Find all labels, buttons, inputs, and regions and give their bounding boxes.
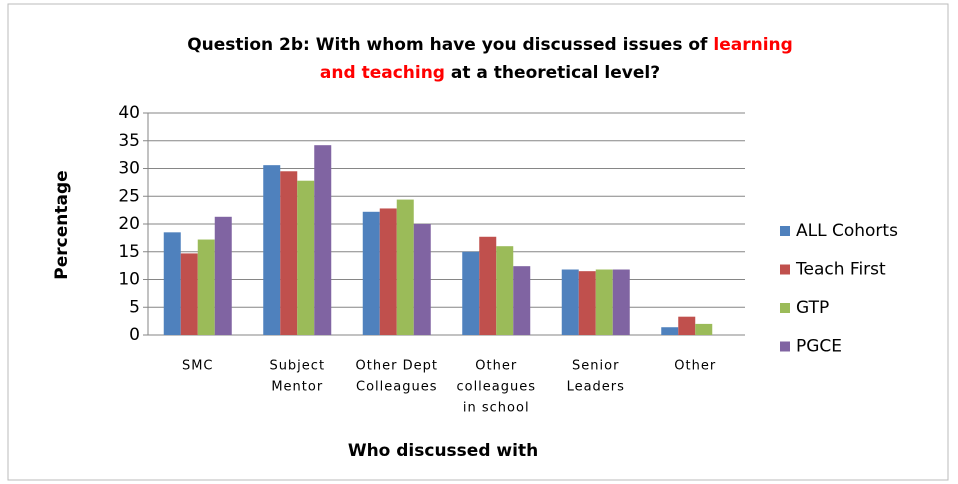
- x-tick-label: Other: [674, 359, 716, 374]
- bar: [462, 251, 480, 335]
- bar: [314, 145, 332, 335]
- legend-swatch: [780, 303, 790, 313]
- y-axis-label: Percentage: [52, 170, 72, 279]
- bar: [695, 323, 713, 335]
- x-tick-label: Mentor: [271, 380, 323, 395]
- chart-title: and teaching at a theoretical level?: [320, 63, 660, 83]
- y-tick-label: 40: [118, 103, 140, 123]
- x-tick-label: Colleagues: [356, 380, 437, 395]
- y-tick-label: 10: [118, 270, 140, 290]
- y-tick-label: 5: [129, 297, 140, 317]
- title-part: at a theoretical level?: [445, 63, 660, 83]
- bar: [678, 316, 696, 335]
- bar: [612, 269, 630, 335]
- legend-swatch: [780, 264, 790, 275]
- bar: [280, 171, 298, 335]
- y-tick-label: 25: [118, 186, 140, 206]
- legend-label: PGCE: [796, 337, 842, 357]
- title-part: and teaching: [320, 63, 445, 83]
- y-tick-label: 15: [118, 242, 140, 262]
- bar: [214, 216, 232, 335]
- bar: [379, 208, 397, 335]
- legend-label: ALL Cohorts: [796, 221, 898, 241]
- x-tick-label: Other Dept: [356, 359, 438, 374]
- bar: [513, 266, 531, 335]
- bar: [297, 180, 315, 335]
- x-tick-label: Senior: [572, 359, 619, 374]
- x-tick-label: Subject: [269, 359, 325, 374]
- x-tick-label: SMC: [182, 359, 214, 374]
- legend-swatch: [780, 341, 790, 352]
- legend-swatch: [780, 226, 790, 236]
- y-tick-label: 30: [118, 159, 140, 179]
- title-part: Question 2b: With whom have you discusse…: [187, 35, 713, 55]
- bar: [180, 253, 198, 335]
- title-part: learning: [713, 35, 792, 55]
- x-tick-label: Leaders: [567, 380, 625, 395]
- bar: [163, 232, 181, 335]
- legend-label: GTP: [796, 298, 829, 318]
- bar: [661, 327, 679, 335]
- bar: [578, 271, 596, 335]
- bar: [561, 269, 579, 335]
- bar: [595, 269, 613, 335]
- bar: [263, 165, 281, 335]
- bar: [496, 246, 514, 335]
- bar: [396, 199, 414, 335]
- bar: [413, 224, 431, 335]
- bar: [479, 236, 497, 335]
- x-tick-label: Other: [475, 359, 517, 374]
- x-axis-label: Who discussed with: [348, 441, 538, 461]
- y-tick-label: 35: [118, 131, 140, 151]
- x-tick-label: colleagues: [456, 380, 536, 395]
- y-tick-label: 20: [118, 214, 140, 234]
- legend-label: Teach First: [795, 260, 886, 280]
- x-tick-label: in school: [463, 401, 530, 416]
- chart-title: Question 2b: With whom have you discusse…: [187, 35, 793, 55]
- bar: [362, 211, 380, 335]
- y-tick-label: 0: [129, 325, 140, 345]
- bar: [197, 239, 215, 335]
